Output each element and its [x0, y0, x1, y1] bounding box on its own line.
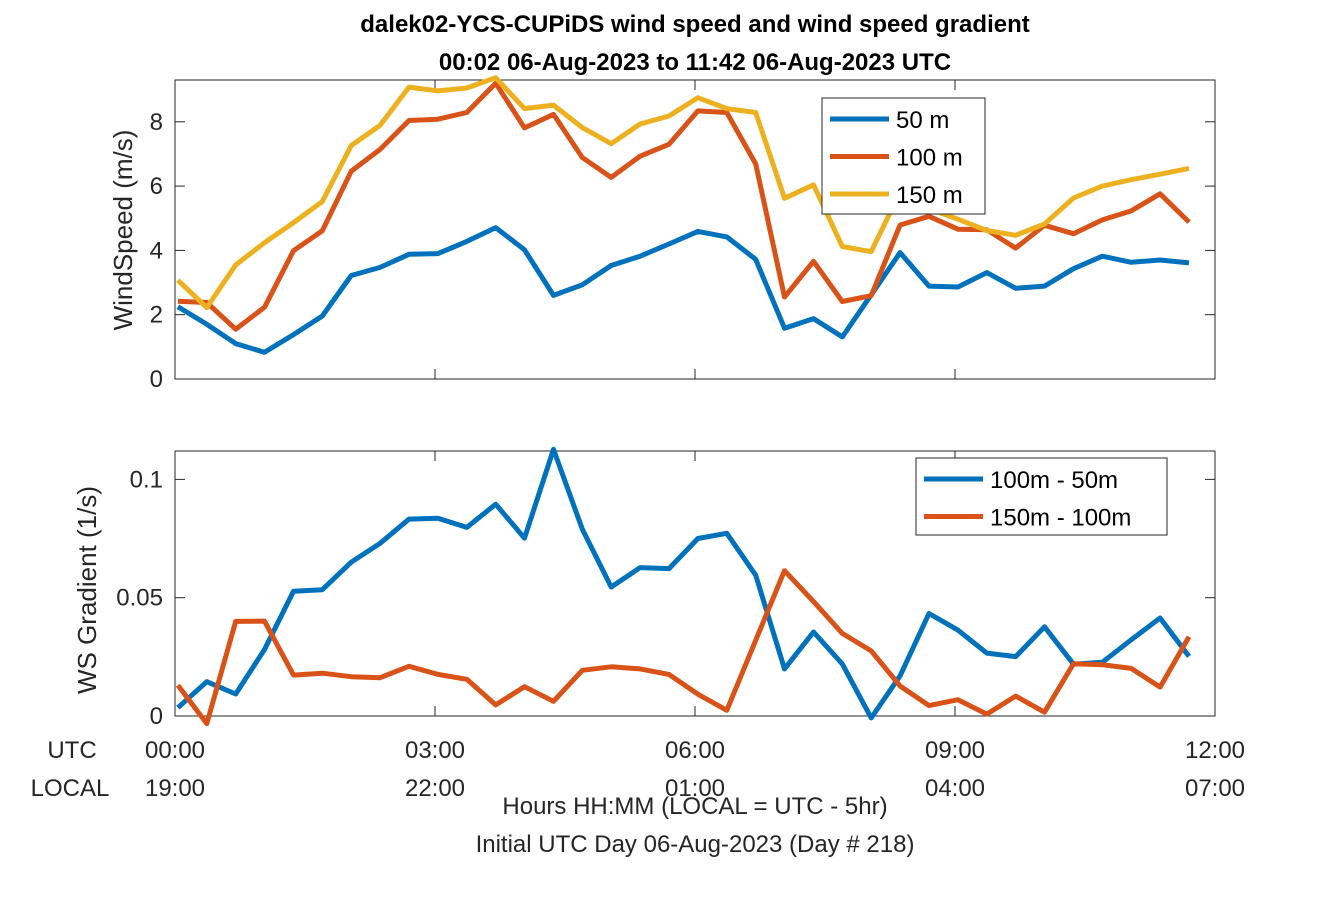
gradient-legend: 100m - 50m 150m - 100m [915, 457, 1168, 536]
local-tick-label: 07:00 [1185, 775, 1245, 802]
gradient-legend-box [915, 457, 1168, 536]
wind-speed-series-line-1 [176, 225, 1190, 355]
wind-speed-ytick-label: 4 [150, 237, 163, 264]
gradient-ytick-label: 0.05 [116, 585, 163, 612]
x-axis-label-line2: Initial UTC Day 06-Aug-2023 (Day # 218) [476, 831, 915, 858]
local-tick-label: 19:00 [145, 775, 205, 802]
utc-tick-label: 12:00 [1185, 737, 1245, 764]
wind-speed-ytick-label: 8 [150, 109, 163, 136]
gradient-legend-label: 150m - 100m [990, 505, 1131, 532]
gradient-ytick-label: 0 [150, 703, 163, 730]
utc-tick-label: 09:00 [925, 737, 985, 764]
chart-title-line1: dalek02-YCS-CUPiDS wind speed and wind s… [360, 11, 1029, 38]
utc-tick-label: 03:00 [405, 737, 465, 764]
wind-speed-series [176, 75, 1191, 355]
wind-speed-legend-label: 100 m [896, 145, 963, 172]
gradient-legend-label: 100m - 50m [990, 467, 1118, 494]
gradient-ylabel: WS Gradient (1/s) [72, 486, 102, 694]
wind-speed-ticks: 0 2 4 6 8 [150, 80, 1216, 393]
local-row-label: LOCAL [31, 775, 110, 802]
gradient-series-line-1 [176, 446, 1191, 721]
x-axis-label-line1: Hours HH:MM (LOCAL = UTC - 5hr) [502, 793, 887, 820]
wind-speed-series-line-2 [177, 80, 1191, 332]
x-tick-labels: 00:00 19:00 03:00 22:00 06:00 01:00 09:00 04:00… [145, 737, 1245, 802]
wind-speed-legend-label: 150 m [896, 182, 963, 209]
gradient-ytick-label: 0.1 [130, 466, 163, 493]
utc-tick-label: 00:00 [145, 737, 205, 764]
gradient-panel: 0 0.05 0.1 WS Gradient (1/s) 100m - 50m 150… [72, 446, 1216, 730]
local-tick-label: 22:00 [405, 775, 465, 802]
local-tick-label: 04:00 [925, 775, 985, 802]
local-tick-label: 01:00 [665, 775, 725, 802]
wind-speed-panel: 0 2 4 6 8 WindSpeed (m/s) 50 m 100 m 150 m [108, 75, 1216, 393]
utc-tick-label: 06:00 [665, 737, 725, 764]
wind-speed-legend-label: 50 m [896, 107, 949, 134]
gradient-ticks: 0 0.05 0.1 [116, 451, 1216, 730]
utc-row-label: UTC [47, 737, 96, 764]
wind-speed-ytick-label: 6 [150, 173, 163, 200]
wind-speed-ytick-label: 0 [150, 366, 163, 393]
wind-speed-ytick-label: 2 [150, 302, 163, 329]
wind-speed-legend: 50 m 100 m 150 m [821, 97, 986, 215]
gradient-series-line-2 [175, 568, 1192, 727]
wind-speed-series-line-3 [176, 75, 1190, 311]
wind-speed-ylabel: WindSpeed (m/s) [108, 130, 138, 331]
chart-title-line2: 00:02 06-Aug-2023 to 11:42 06-Aug-2023 U… [439, 49, 951, 76]
gradient-series [175, 446, 1192, 727]
